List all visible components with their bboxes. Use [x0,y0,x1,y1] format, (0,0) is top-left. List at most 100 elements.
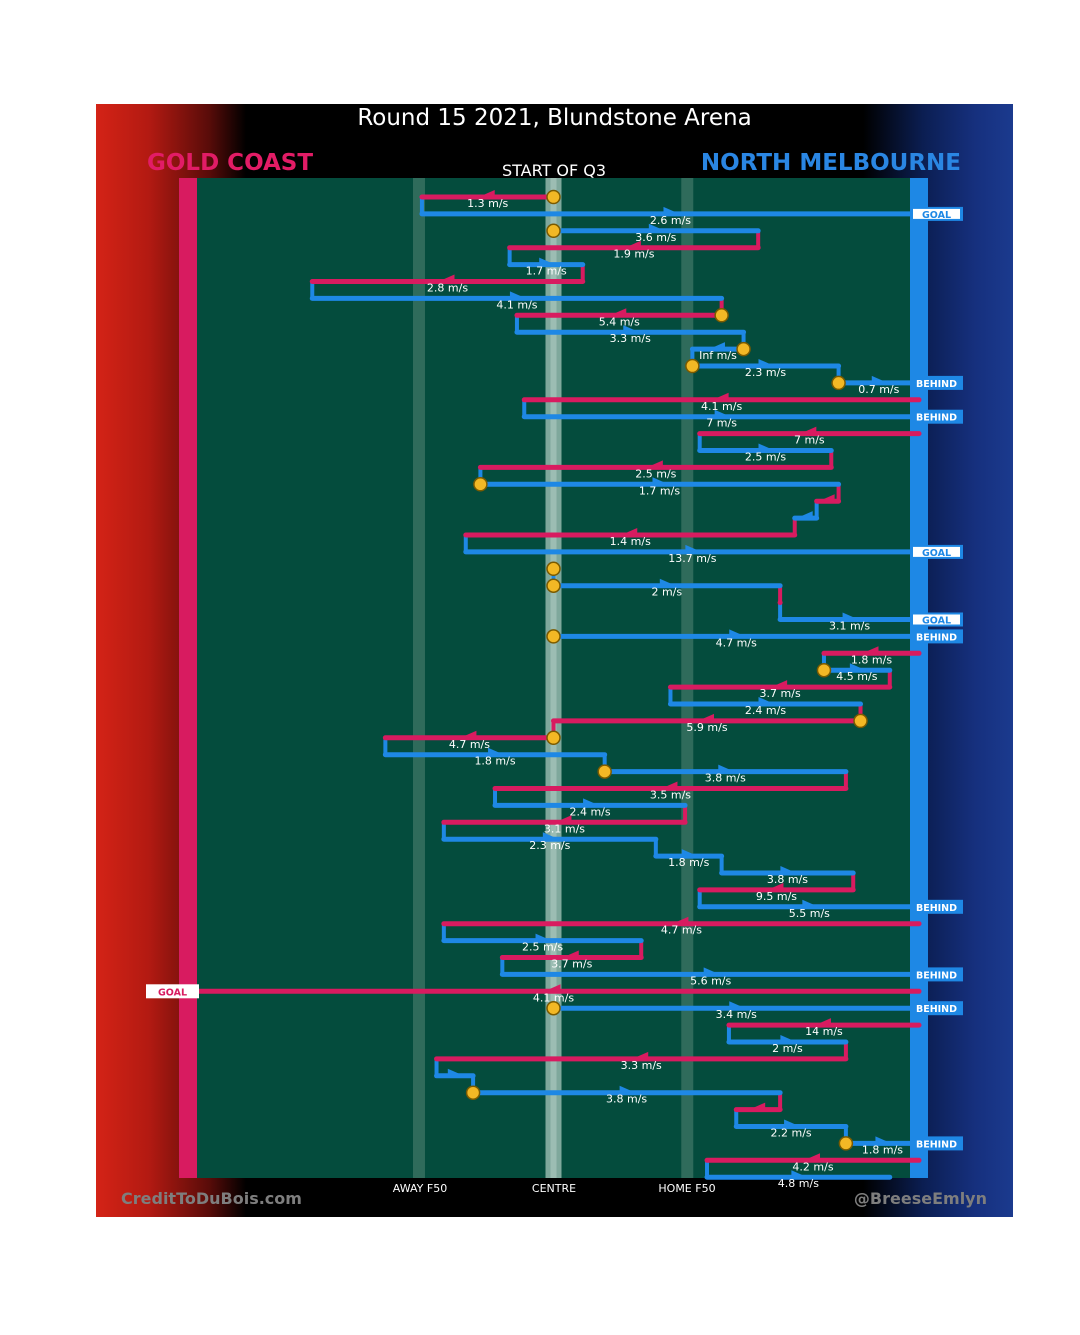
speed-label: 5.5 m/s [789,907,830,920]
direction-arrow [460,730,477,739]
score-badge [146,984,199,999]
direction-arrow [800,426,817,435]
direction-arrow [681,849,698,858]
direction-arrow [758,697,775,705]
speed-label: 1.3 m/s [467,197,508,210]
speed-label: 1.8 m/s [474,755,515,768]
credit-left: CreditToDuBois.com [121,1189,302,1208]
direction-arrow [771,680,788,689]
speed-label: 3.5 m/s [650,789,691,802]
speed-label: 1.8 m/s [862,1143,903,1156]
score-label: BEHIND [916,970,957,981]
speed-label: 3.8 m/s [705,772,746,785]
score-label: BEHIND [916,1139,957,1150]
speed-label: 2.8 m/s [427,282,468,295]
direction-arrow [758,359,775,367]
chart-frame: 1.3 m/s 2.6 m/s GOAL 3.6 m/s 1.9 m/s 1.7 m/s 2… [96,104,1013,1217]
speed-label: 3.7 m/s [760,687,801,700]
speed-label: 4.1 m/s [701,400,742,413]
speed-label: 2.4 m/s [569,805,610,818]
stoppage-marker [685,358,700,374]
score-label: BEHIND [916,379,957,390]
score-label: BEHIND [916,903,957,914]
speed-label: 3.3 m/s [621,1059,662,1072]
stoppage-marker [546,223,561,239]
away-team-name: NORTH MELBOURNE [700,150,961,176]
speed-label: 1.8 m/s [668,856,709,869]
speed-label: 2.5 m/s [635,467,676,480]
stoppage-marker [546,561,561,577]
speed-label: 1.4 m/s [610,535,651,548]
speed-label: 1.7 m/s [526,265,567,278]
direction-arrow [698,713,715,722]
speed-label: 1.9 m/s [613,248,654,261]
goal-badge-inner [913,546,960,557]
away-goal-bar [910,178,928,1178]
speed-label: 4.7 m/s [716,636,757,649]
score-badge [910,1136,963,1151]
score-badge [910,409,963,424]
direction-arrow [875,1136,892,1145]
direction-arrow [652,477,669,486]
stoppage-marker [714,308,729,323]
direction-arrow [804,1153,821,1162]
x-label-home-f50: HOME F50 [658,1182,716,1195]
start-label: START OF Q3 [501,161,607,180]
home-team-name: GOLD COAST [147,150,314,176]
score-label: BEHIND [916,1004,957,1015]
direction-arrow [447,1068,464,1077]
stoppage-marker [465,1085,481,1100]
direction-arrow [624,240,641,249]
speed-label: 3.1 m/s [829,620,870,633]
goal-badge-inner [913,614,960,625]
direction-arrow [438,274,455,283]
direction-arrow [712,392,729,401]
speed-label: 2 m/s [772,1042,803,1055]
score-badge [910,899,963,914]
score-badge [910,1001,963,1016]
direction-arrow [478,190,495,198]
speed-label: 14 m/s [805,1025,843,1038]
speed-label: 2.3 m/s [745,366,786,379]
direction-arrow [648,223,665,232]
speed-label: 4.7 m/s [449,738,490,751]
direction-arrow [814,1018,831,1027]
stoppage-marker [831,375,846,391]
stoppage-marker [546,1000,561,1016]
direction-arrow [685,544,702,553]
speed-label: 2.4 m/s [745,704,786,717]
stoppage-marker [736,341,751,357]
direction-arrow [661,781,678,790]
direction-arrow [758,443,775,452]
direction-arrow [663,206,680,215]
stoppage-marker [473,477,488,492]
direction-arrow [646,460,663,469]
direction-arrow [802,899,819,908]
direction-arrow [619,1085,636,1094]
speed-label: 4.2 m/s [792,1160,833,1173]
direction-arrow [623,325,640,334]
home-f50-band [681,178,694,1178]
direction-arrow [610,308,627,317]
direction-arrow [714,409,731,418]
stoppage-marker [546,189,561,205]
score-label: GOAL [158,987,187,998]
speed-label: 4.1 m/s [533,991,574,1004]
speed-label: 1.7 m/s [639,484,680,497]
direction-arrow [780,866,797,874]
direction-arrow [784,1119,801,1128]
speed-label: 7 m/s [794,434,825,447]
score-label: GOAL [922,616,951,627]
direction-arrow [718,764,735,773]
speed-label: 3.6 m/s [635,231,676,244]
centre-line [550,178,557,1178]
score-badge [910,629,963,644]
direction-arrow [583,798,600,807]
chain-chart: 1.3 m/s 2.6 m/s GOAL 3.6 m/s 1.9 m/s 1.7 m/s 2… [146,178,963,1190]
credit-right: @BreeseEmlyn [853,1189,987,1208]
speed-label: 2.5 m/s [745,451,786,464]
speed-label: 2.6 m/s [650,214,691,227]
speed-label: 4.7 m/s [661,924,702,937]
speed-label: 3.8 m/s [767,873,808,886]
speed-label: Inf m/s [699,349,737,362]
